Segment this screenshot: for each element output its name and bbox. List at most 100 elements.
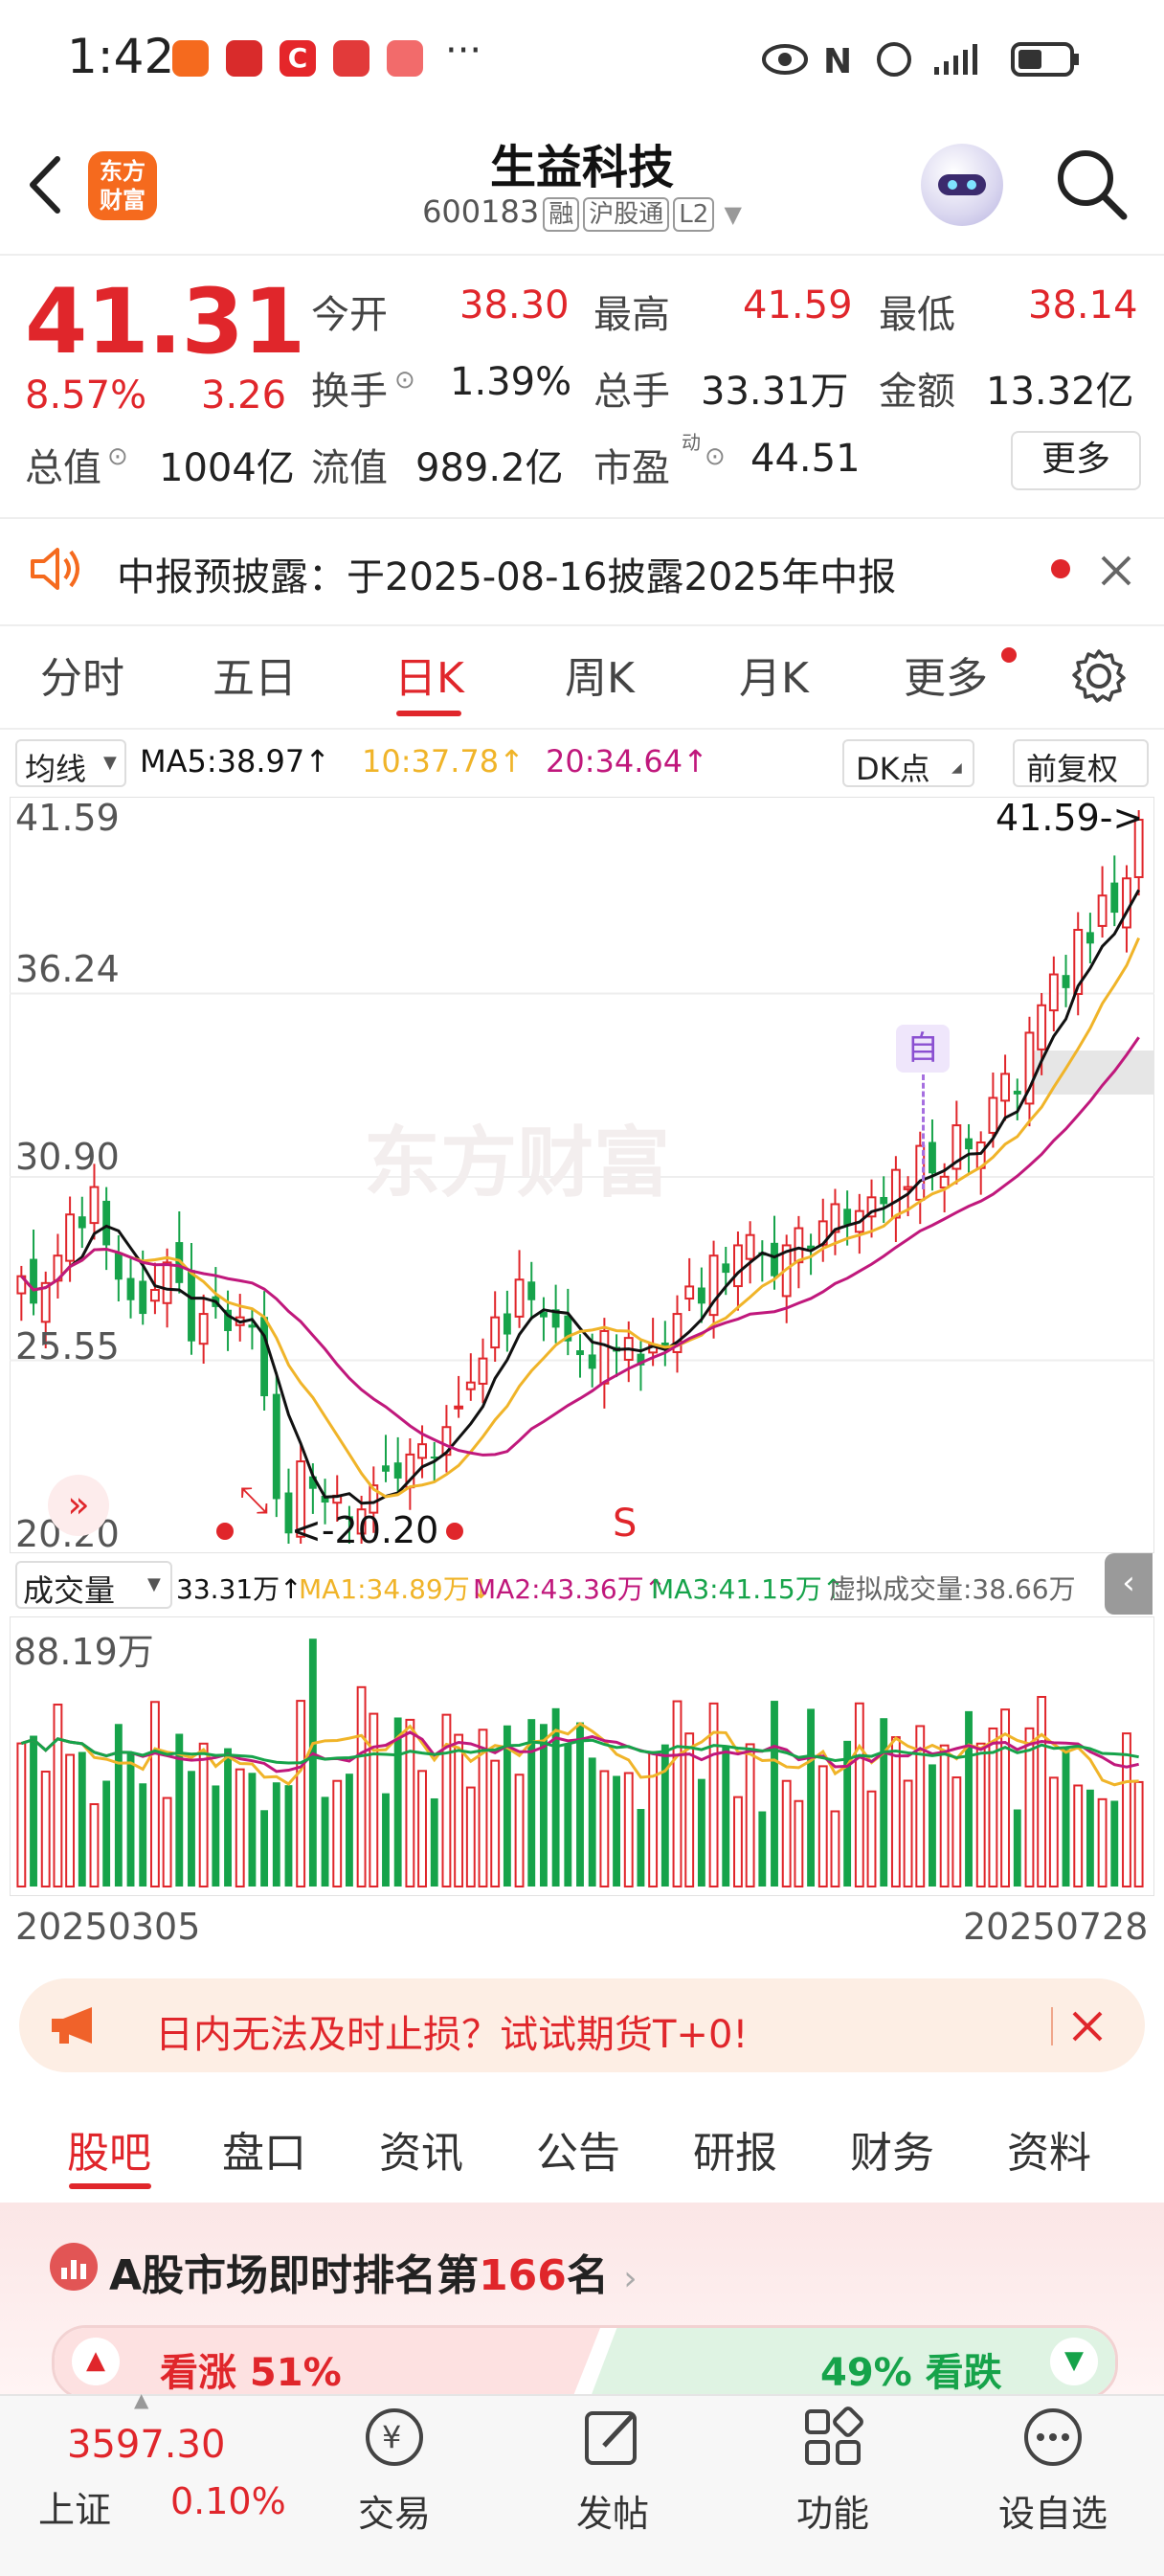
volume-chart[interactable]: [10, 1616, 1154, 1896]
down-arrow-icon[interactable]: ▼: [1050, 2338, 1098, 2385]
close-icon[interactable]: [1099, 554, 1133, 588]
ma-select[interactable]: 均线 ▼: [15, 739, 126, 787]
vol-ma1: MA1:34.89万↓: [299, 1573, 493, 1605]
index-value[interactable]: 3597.30: [67, 2423, 226, 2467]
nav-set-watchlist[interactable]: 设自选: [997, 2493, 1108, 2535]
volume-bar: [951, 1776, 962, 1887]
post-icon[interactable]: [517, 2404, 708, 2474]
index-change[interactable]: 0.10%: [170, 2480, 286, 2522]
trade-icon[interactable]: ¥: [299, 2404, 490, 2474]
tab-announcements[interactable]: 公告: [536, 2129, 620, 2178]
volume-bar: [648, 1751, 659, 1887]
up-arrow-icon[interactable]: ▲: [72, 2338, 120, 2385]
volume-bar: [345, 1774, 353, 1887]
tab-forum[interactable]: 股吧: [67, 2129, 151, 2178]
logo-text: 财富: [100, 187, 146, 214]
tab-more[interactable]: 更多: [904, 654, 988, 703]
volume-bar: [540, 1724, 548, 1887]
volume-bar: [854, 1702, 864, 1887]
tab-financials[interactable]: 财务: [850, 2129, 934, 2178]
stock-code-row[interactable]: 600183 融沪股通 L2 ▼: [0, 193, 1164, 232]
candle: [114, 1252, 123, 1280]
fullscreen-icon[interactable]: ⤡: [239, 1479, 269, 1521]
chevron-down-icon: ▼: [147, 1574, 161, 1594]
sentiment-bar[interactable]: ▲ 看涨 51% 49% 看跌 ▼: [52, 2325, 1118, 2400]
volume-bar: [126, 1753, 135, 1887]
tab-five-day[interactable]: 五日: [213, 654, 297, 703]
info-icon[interactable]: ⊙: [107, 442, 128, 471]
settings-gear-icon[interactable]: [1070, 647, 1128, 705]
volume-bar: [637, 1809, 645, 1887]
promo-banner[interactable]: [19, 1978, 1145, 2072]
candle: [1062, 975, 1070, 988]
more-button[interactable]: 更多: [1011, 431, 1141, 490]
candle: [503, 1313, 511, 1335]
candle: [929, 1141, 936, 1174]
candle: [745, 1233, 755, 1260]
chevron-down-icon: ▼: [103, 753, 117, 773]
bearish-label: 49% 看跌: [820, 2351, 1002, 2395]
volume-bar: [114, 1724, 123, 1887]
info-icon[interactable]: ⊙: [394, 366, 415, 395]
nav-trade[interactable]: 交易: [357, 2493, 431, 2535]
candle: [198, 1313, 209, 1345]
back-icon[interactable]: [25, 153, 63, 216]
adjust-label: 前复权: [1026, 751, 1119, 787]
watermark: 东方财富: [364, 1119, 670, 1208]
value-low: 38.14: [1028, 283, 1138, 328]
tab-news[interactable]: 资讯: [379, 2129, 463, 2178]
tag-connect: 沪股通: [583, 197, 670, 232]
search-icon[interactable]: [1053, 146, 1130, 222]
nav-post[interactable]: 发帖: [575, 2493, 649, 2535]
candle: [794, 1227, 804, 1264]
functions-icon[interactable]: [737, 2404, 929, 2474]
tab-research[interactable]: 研报: [693, 2129, 777, 2178]
svg-text:¥: ¥: [382, 2419, 401, 2455]
value-high: 41.59: [743, 283, 853, 328]
volume-bar: [308, 1638, 317, 1887]
close-icon[interactable]: [1070, 2009, 1105, 2044]
tab-daily-k[interactable]: 日K: [394, 654, 464, 703]
kline-chart[interactable]: 东方财富: [10, 797, 1154, 1553]
tab-orderbook[interactable]: 盘口: [222, 2129, 306, 2178]
adjust-select[interactable]: 前复权: [1013, 739, 1149, 787]
info-icon[interactable]: ⊙: [705, 442, 726, 471]
stock-name: 生益科技: [489, 141, 674, 194]
ma10-value: 10:37.78↑: [362, 743, 525, 780]
expand-arrows-icon[interactable]: »: [48, 1475, 109, 1536]
notice-bar[interactable]: [0, 517, 1164, 626]
volume-bar: [40, 1770, 51, 1887]
value-open: 38.30: [459, 283, 570, 328]
bullish-bar: [55, 2328, 600, 2397]
tab-profile[interactable]: 资料: [1007, 2129, 1091, 2178]
nav-functions[interactable]: 功能: [795, 2493, 869, 2535]
tab-weekly-k[interactable]: 周K: [565, 654, 635, 703]
volume-bar: [975, 1742, 986, 1887]
collapse-panel-icon[interactable]: ‹: [1105, 1553, 1153, 1615]
rank-text[interactable]: A股市场即时排名第166名 ›: [109, 2241, 638, 2302]
tab-monthly-k[interactable]: 月K: [739, 654, 809, 703]
volume-bar: [880, 1718, 888, 1887]
candle: [478, 1357, 488, 1385]
volume-bar: [89, 1803, 100, 1888]
volume-select[interactable]: 成交量 ▼: [15, 1561, 172, 1609]
tab-intraday[interactable]: 分时: [40, 654, 124, 703]
volume-bar: [478, 1729, 488, 1887]
candle: [1133, 819, 1144, 878]
volume-bar: [672, 1700, 683, 1888]
more-options-icon[interactable]: [957, 2404, 1149, 2474]
self-select-marker[interactable]: 自: [896, 1025, 950, 1073]
candle: [722, 1263, 730, 1274]
index-name[interactable]: 上证: [38, 2489, 112, 2531]
volume-bar: [988, 1727, 998, 1887]
dk-point-select[interactable]: DK点 ◢: [842, 739, 974, 787]
volume-bar: [382, 1793, 390, 1887]
candle: [843, 1209, 852, 1225]
assistant-robot-icon[interactable]: [921, 144, 1003, 226]
candle: [903, 1186, 913, 1190]
volume-bar: [188, 1771, 195, 1887]
volume-bar: [235, 1768, 245, 1887]
volume-bar: [272, 1782, 280, 1887]
label-open: 今开: [311, 293, 388, 337]
volume-bar: [965, 1710, 973, 1887]
